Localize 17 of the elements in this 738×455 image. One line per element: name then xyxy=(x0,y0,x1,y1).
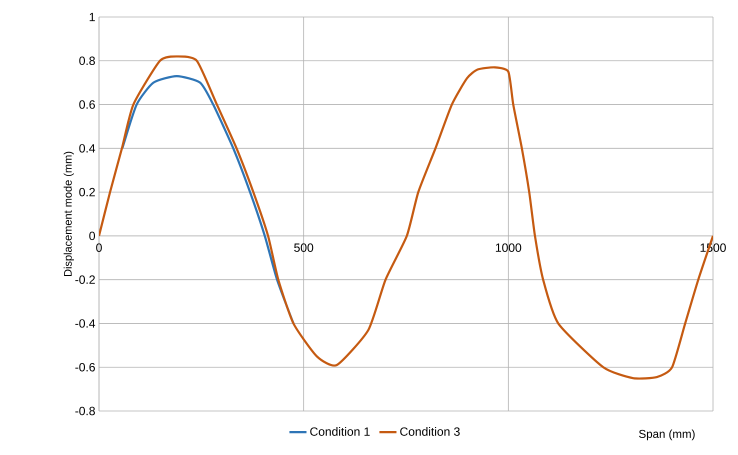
y-tick-label: -0.4 xyxy=(75,319,96,328)
x-axis-title: Span (mm) xyxy=(639,430,695,440)
y-tick-label: 0.6 xyxy=(79,100,95,109)
y-tick-label: 1 xyxy=(90,12,95,22)
x-tick-label: 0 xyxy=(96,243,102,252)
y-tick-label: -0.2 xyxy=(75,275,95,284)
y-axis-title: Displacement mode (mm) xyxy=(64,152,74,276)
y-tick-label: 0.8 xyxy=(79,56,95,66)
legend-label: Condition 3 xyxy=(400,427,460,436)
y-tick-label: 0.4 xyxy=(79,144,96,153)
x-tick-label: 1000 xyxy=(496,243,522,252)
y-tick-label: -0.6 xyxy=(75,362,95,372)
x-tick-label: 500 xyxy=(294,243,314,252)
y-tick-label: -0.8 xyxy=(75,406,95,416)
y-tick-label: 0.2 xyxy=(79,188,95,196)
y-tick-label: 0 xyxy=(89,232,96,240)
legend-label: Condition 1 xyxy=(310,427,370,436)
